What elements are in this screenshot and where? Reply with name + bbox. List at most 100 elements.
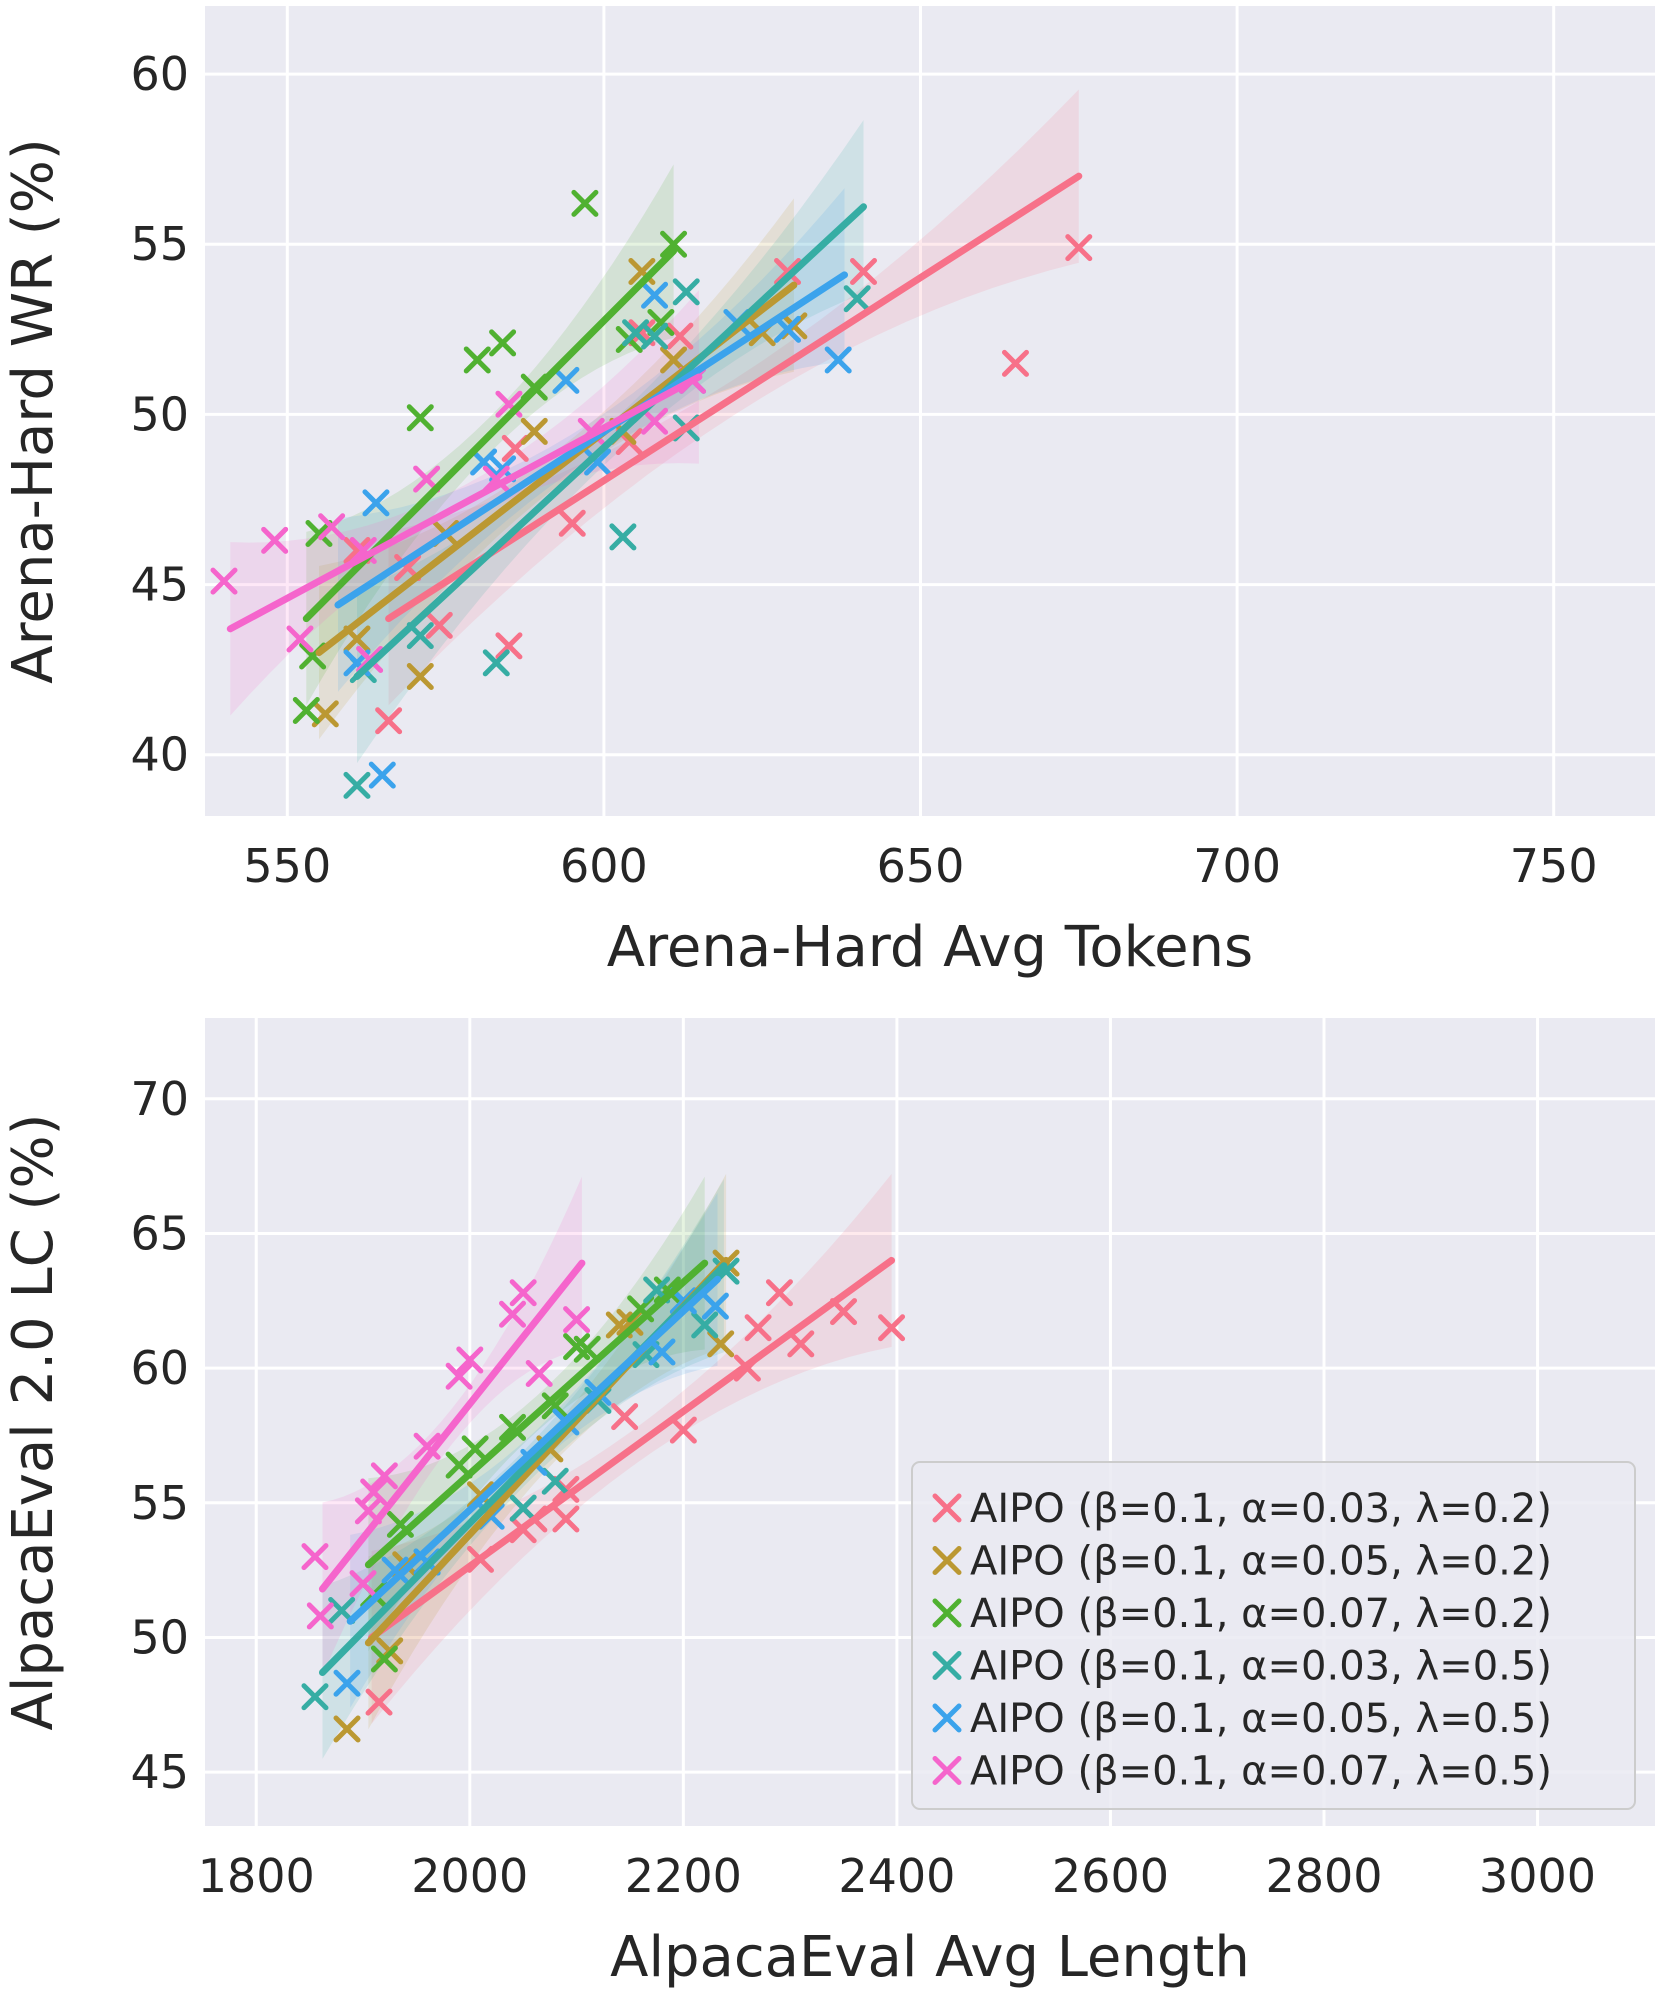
data-point-marker (648, 1338, 676, 1366)
plot-content (210, 89, 1093, 799)
data-point-marker (774, 257, 802, 285)
data-point-marker (669, 1416, 697, 1444)
data-point-marker (301, 1683, 329, 1711)
x-tick-label: 2600 (1052, 1849, 1169, 1903)
data-point-marker (425, 611, 453, 639)
data-point-marker (653, 1276, 681, 1304)
legend-marker (932, 1493, 962, 1523)
data-point-marker (541, 1467, 569, 1495)
data-point-marker (541, 1392, 569, 1420)
data-point-marker (301, 1543, 329, 1571)
data-point-marker (660, 230, 688, 258)
x-tick-label: 700 (1193, 839, 1281, 893)
data-point-marker (286, 625, 314, 653)
data-point-marker (495, 632, 523, 660)
data-point-marker (368, 761, 396, 789)
data-point-marker (843, 285, 871, 313)
legend-entry-label: AIPO (β=0.1, α=0.07, λ=0.2) (970, 1591, 1552, 1637)
arena-hard-scatter-plot: 550 600 650 700 750 40 45 50 55 60 Arena-Hard Avg … (1, 6, 1655, 980)
legend-marker (932, 1651, 962, 1680)
regression-line (368, 1256, 896, 1641)
data-point-marker (509, 1279, 537, 1307)
data-point-marker (1065, 234, 1093, 262)
data-point-marker (552, 1505, 580, 1533)
data-point-marker (573, 1335, 601, 1363)
legend-marker (932, 1546, 962, 1575)
x-tick-label: 3000 (1479, 1849, 1596, 1903)
data-point-marker (333, 1669, 361, 1697)
y-axis-label: Arena-Hard WR (%) (1, 138, 66, 683)
plot-background (205, 6, 1655, 816)
data-point-marker (489, 329, 517, 357)
regression-line (353, 203, 868, 680)
data-point-marker (765, 1279, 793, 1307)
legend: AIPO (β=0.1, α=0.03, λ=0.2) AIPO (β=0.1, … (911, 1461, 1636, 1810)
x-axis-label: AlpacaEval Avg Length (610, 1925, 1250, 1990)
y-tick-label: 50 (130, 387, 189, 441)
y-tick-label: 55 (130, 217, 189, 271)
data-point-marker (333, 1715, 361, 1743)
y-tick-label: 60 (130, 47, 189, 101)
data-point-marker (461, 1435, 489, 1463)
data-point-marker (691, 1311, 719, 1339)
data-point-marker (666, 322, 694, 350)
data-point-marker (584, 448, 612, 476)
y-axis-label: AlpacaEval 2.0 LC (%) (1, 1114, 66, 1731)
data-point-marker (641, 322, 669, 350)
regression-line (318, 1259, 586, 1593)
data-point-marker (509, 1494, 537, 1522)
data-point-marker (360, 1478, 388, 1506)
y-tick-label: 40 (130, 728, 189, 782)
data-point-marker (406, 662, 434, 690)
data-point-marker (878, 1314, 906, 1342)
data-point-marker (370, 1645, 398, 1673)
x-tick-label: 2200 (625, 1849, 742, 1903)
legend-entry-label: AIPO (β=0.1, α=0.03, λ=0.5) (970, 1644, 1552, 1690)
data-point-marker (445, 1362, 473, 1390)
data-point-marker (701, 1292, 729, 1320)
data-point-marker (774, 315, 802, 343)
x-axis-label: Arena-Hard Avg Tokens (607, 915, 1253, 980)
data-point-marker (482, 649, 510, 677)
data-point-marker (744, 1314, 772, 1342)
data-point-marker (318, 513, 346, 541)
data-point-marker (520, 417, 548, 445)
data-point-marker (292, 696, 320, 724)
x-tick-label: 2000 (411, 1849, 528, 1903)
regression-line (346, 1275, 722, 1625)
data-point-marker (370, 1462, 398, 1490)
x-tick-label: 2800 (1265, 1849, 1382, 1903)
data-point-marker (210, 567, 238, 595)
y-tick-label: 65 (130, 1206, 189, 1260)
data-point-marker (609, 523, 637, 551)
legend-entry-label: AIPO (β=0.1, α=0.03, λ=0.2) (970, 1486, 1552, 1532)
data-point-marker (611, 1403, 639, 1431)
regression-line (226, 373, 703, 633)
x-tick-label: 1800 (198, 1849, 315, 1903)
x-tick-label: 750 (1510, 839, 1598, 893)
data-point-marker (406, 404, 434, 432)
x-tick-label: 650 (877, 839, 965, 893)
data-point-marker (499, 1413, 527, 1441)
y-tick-label: 50 (130, 1610, 189, 1664)
data-point-marker (571, 189, 599, 217)
data-point-marker (672, 278, 700, 306)
data-point-marker (470, 448, 498, 476)
legend-entry-label: AIPO (β=0.1, α=0.05, λ=0.2) (970, 1539, 1552, 1585)
data-point-marker (456, 1346, 484, 1374)
y-tick-label: 60 (130, 1341, 189, 1395)
legend-box (911, 1461, 1636, 1810)
y-tick-label: 70 (130, 1072, 189, 1126)
legend-marker (932, 1598, 962, 1628)
data-point-marker (306, 1602, 334, 1630)
legend-entry-label: AIPO (β=0.1, α=0.07, λ=0.5) (970, 1749, 1552, 1795)
data-point-marker (558, 509, 586, 537)
data-point-marker (552, 366, 580, 394)
legend-marker (932, 1756, 962, 1785)
data-point-marker (343, 771, 371, 799)
data-point-marker (463, 346, 491, 374)
data-point-marker (1001, 349, 1029, 377)
alpacaeval-scatter-plot: 1800 2000 2200 2400 2600 2800 3000 45 50 55 60 65 70… (1, 1018, 1655, 1990)
plot-content (301, 1173, 906, 1759)
